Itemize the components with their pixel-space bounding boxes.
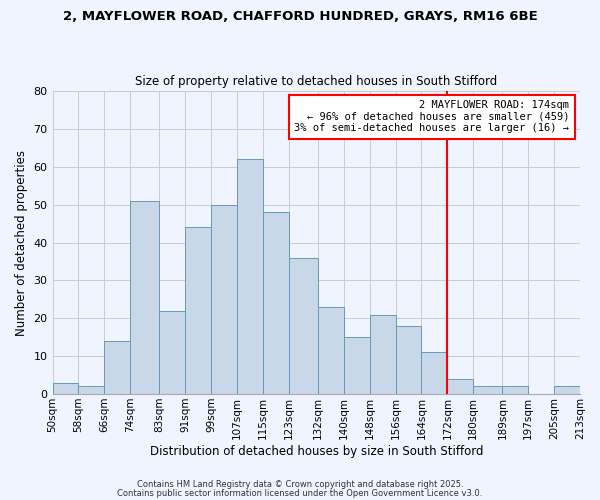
Bar: [370, 314, 395, 394]
Bar: [237, 159, 263, 394]
Text: 2, MAYFLOWER ROAD, CHAFFORD HUNDRED, GRAYS, RM16 6BE: 2, MAYFLOWER ROAD, CHAFFORD HUNDRED, GRA…: [62, 10, 538, 23]
Bar: [104, 341, 130, 394]
Bar: [473, 386, 502, 394]
Bar: [502, 386, 528, 394]
Text: Contains public sector information licensed under the Open Government Licence v3: Contains public sector information licen…: [118, 489, 482, 498]
X-axis label: Distribution of detached houses by size in South Stifford: Distribution of detached houses by size …: [149, 444, 483, 458]
Bar: [211, 204, 237, 394]
Bar: [289, 258, 318, 394]
Bar: [448, 379, 473, 394]
Text: Contains HM Land Registry data © Crown copyright and database right 2025.: Contains HM Land Registry data © Crown c…: [137, 480, 463, 489]
Bar: [130, 201, 160, 394]
Bar: [318, 307, 344, 394]
Title: Size of property relative to detached houses in South Stifford: Size of property relative to detached ho…: [135, 76, 497, 88]
Text: 2 MAYFLOWER ROAD: 174sqm
← 96% of detached houses are smaller (459)
3% of semi-d: 2 MAYFLOWER ROAD: 174sqm ← 96% of detach…: [295, 100, 569, 134]
Bar: [185, 228, 211, 394]
Bar: [79, 386, 104, 394]
Bar: [160, 310, 185, 394]
Y-axis label: Number of detached properties: Number of detached properties: [15, 150, 28, 336]
Bar: [53, 382, 79, 394]
Bar: [421, 352, 448, 394]
Bar: [395, 326, 421, 394]
Bar: [344, 337, 370, 394]
Bar: [263, 212, 289, 394]
Bar: [554, 386, 580, 394]
